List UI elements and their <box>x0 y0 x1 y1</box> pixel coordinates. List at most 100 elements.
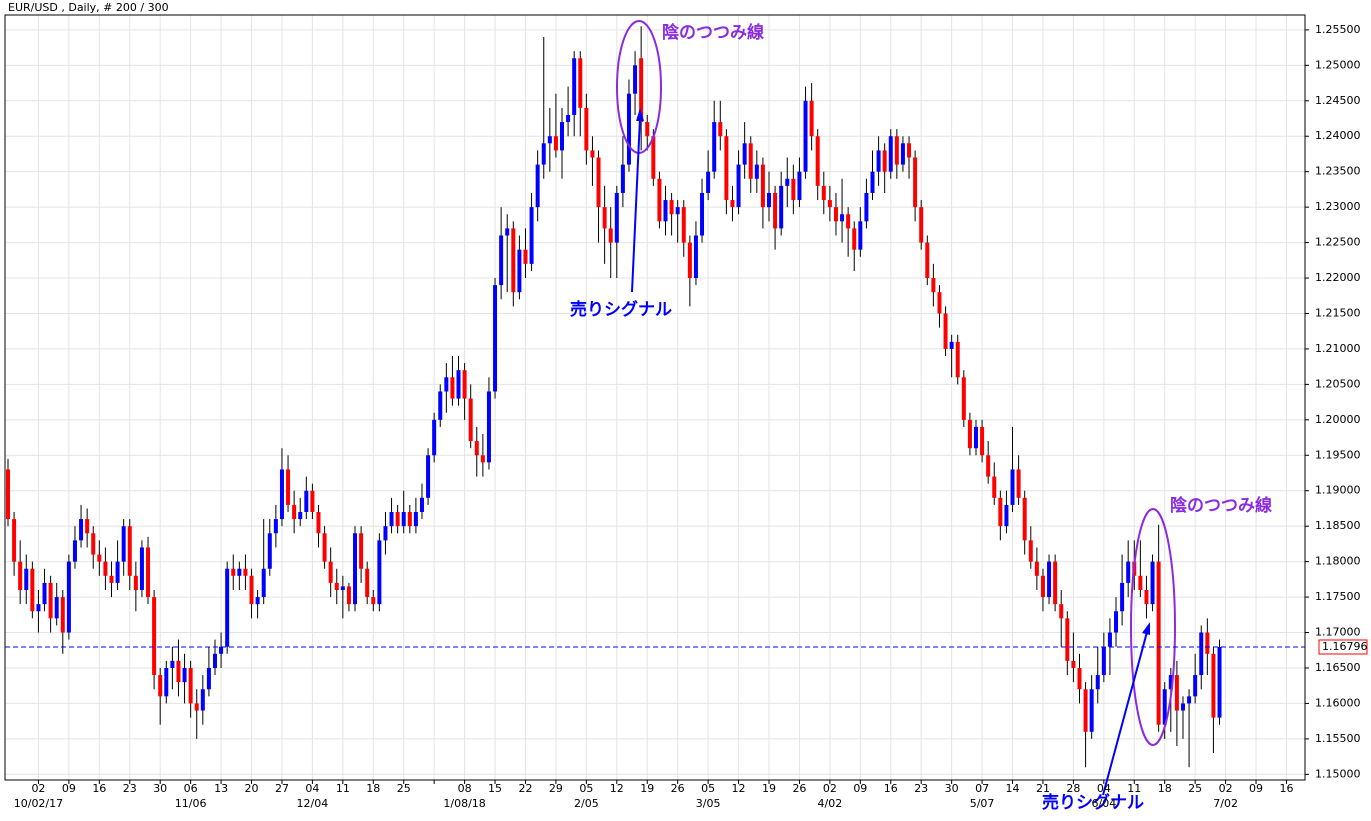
x-tick-label: 09 <box>853 782 867 795</box>
x-tick-label: 29 <box>549 782 563 795</box>
candle-body <box>1150 561 1155 605</box>
candle-body <box>681 207 686 243</box>
x-tick-label: 02 <box>823 782 837 795</box>
x-tick-label: 02 <box>31 782 45 795</box>
candle-body <box>730 200 735 208</box>
y-tick-label: 1.20500 <box>1315 377 1361 390</box>
candle-body <box>541 143 546 165</box>
x-tick-label: 04 <box>1097 782 1111 795</box>
candle-body <box>1022 497 1027 541</box>
y-tick-label: 1.18000 <box>1315 555 1361 568</box>
candle-body <box>212 653 217 668</box>
candle-body <box>657 178 662 222</box>
candle-body <box>109 575 114 583</box>
candle-body <box>791 178 796 201</box>
candle-body <box>913 157 918 208</box>
candle-body <box>389 512 394 527</box>
candle-body <box>1095 675 1100 690</box>
x-tick-label: 22 <box>518 782 532 795</box>
candle-body <box>493 285 498 392</box>
candle-body <box>1028 540 1033 562</box>
candle-body <box>748 143 753 179</box>
candle-body <box>651 136 656 179</box>
candle-body <box>797 171 802 201</box>
candle-body <box>578 58 583 108</box>
y-tick-label: 1.21500 <box>1315 306 1361 319</box>
x-tick-label: 16 <box>1279 782 1293 795</box>
candle-body <box>949 341 954 349</box>
grid <box>5 15 1305 780</box>
candle-body <box>1199 632 1204 676</box>
y-tick-label: 1.25000 <box>1315 58 1361 71</box>
candle-body <box>639 58 644 123</box>
x-tick-label: 30 <box>153 782 167 795</box>
candle-body <box>864 192 869 222</box>
x-tick-label: 15 <box>488 782 502 795</box>
x-month-label: 6/04 <box>1091 797 1116 810</box>
candle-body <box>803 100 808 172</box>
candle-body <box>1010 469 1015 505</box>
candle-body <box>894 136 899 165</box>
candle-body <box>54 597 59 619</box>
y-tick-label: 1.25500 <box>1315 23 1361 36</box>
candle-body <box>1168 675 1173 690</box>
candle-body <box>322 533 327 562</box>
x-tick-label: 05 <box>579 782 593 795</box>
candle-body <box>760 164 765 208</box>
x-tick-label: 09 <box>62 782 76 795</box>
candle-body <box>1077 667 1082 690</box>
candle-body <box>6 469 10 520</box>
candle-body <box>1083 689 1088 732</box>
candle-body <box>882 150 887 172</box>
candle-body <box>365 568 370 598</box>
x-tick-label: 07 <box>975 782 989 795</box>
candle-body <box>833 207 838 222</box>
x-tick-label: 02 <box>1219 782 1233 795</box>
candle-body <box>413 512 418 527</box>
x-tick-label: 06 <box>184 782 198 795</box>
annotation: 売りシグナル <box>1042 792 1144 813</box>
candle-body <box>474 441 479 456</box>
annotation: 売りシグナル <box>570 299 672 320</box>
candle-body <box>992 476 997 498</box>
candle-body <box>255 597 260 605</box>
candle-body <box>194 703 199 711</box>
candle-body <box>645 122 650 137</box>
candle-body <box>499 235 504 286</box>
candle-body <box>1065 618 1070 661</box>
y-tick-label: 1.17500 <box>1315 590 1361 603</box>
candle-body <box>785 178 790 186</box>
candle-body <box>1156 561 1161 725</box>
x-month-label: 5/07 <box>970 797 995 810</box>
last-price-label: 1.16796 <box>1322 640 1368 653</box>
candle-body <box>432 419 437 456</box>
candle-body <box>176 660 181 683</box>
y-tick-label: 1.15000 <box>1315 767 1361 780</box>
candle-body <box>85 519 90 534</box>
candle-body <box>529 207 534 264</box>
candle-body <box>827 200 832 208</box>
candle-body <box>206 667 211 690</box>
candle-body <box>809 100 814 137</box>
candle-body <box>553 136 558 151</box>
candle-body <box>858 221 863 250</box>
candle-body <box>973 426 978 449</box>
candle-body <box>1144 589 1149 605</box>
candle-body <box>152 597 157 676</box>
x-month-label: 7/02 <box>1213 797 1238 810</box>
candle-body <box>12 519 17 562</box>
candle-body <box>888 136 893 172</box>
candle-body <box>821 185 826 201</box>
candle-body <box>383 526 388 541</box>
candle-body <box>700 192 705 236</box>
x-tick-label: 27 <box>275 782 289 795</box>
candle-body <box>450 377 455 399</box>
x-tick-label: 25 <box>397 782 411 795</box>
candle-body <box>724 136 729 201</box>
candle-body <box>669 200 674 215</box>
candle-body <box>590 150 595 158</box>
candle-body <box>1120 582 1125 612</box>
candle-body <box>846 214 851 229</box>
y-tick-label: 1.23500 <box>1315 165 1361 178</box>
